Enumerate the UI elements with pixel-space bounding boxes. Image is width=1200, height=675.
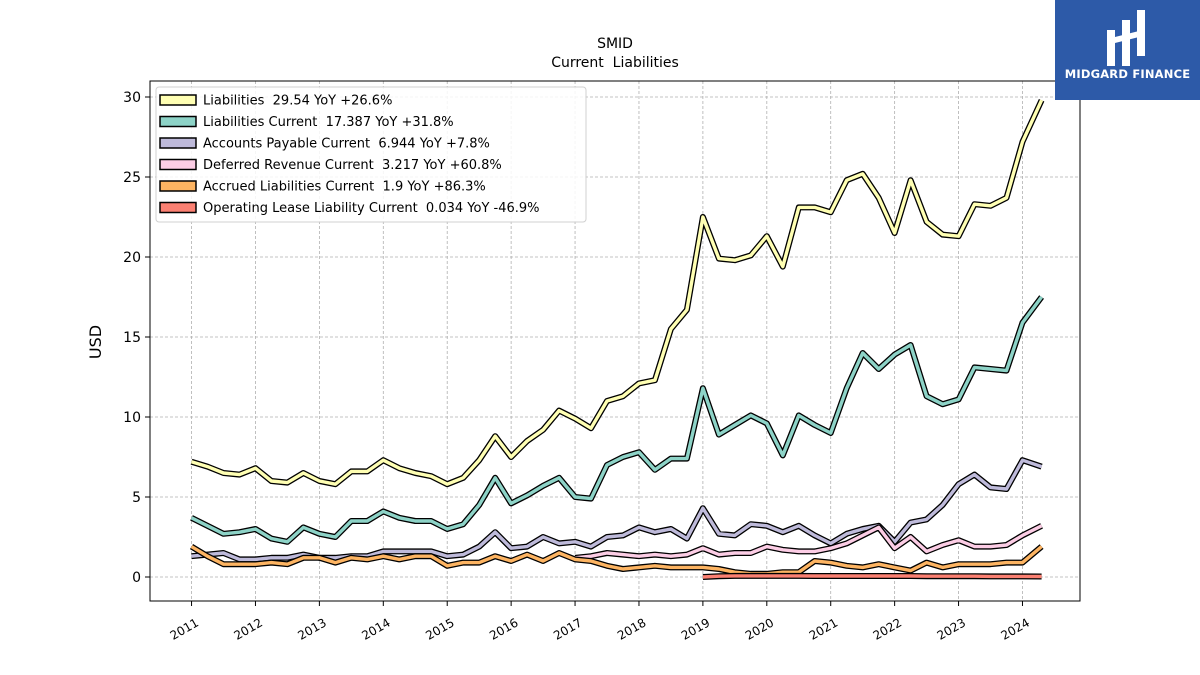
x-tick-label: 2021 <box>807 615 840 642</box>
legend-label: Liabilities Current 17.387 YoY +31.8% <box>203 115 454 130</box>
x-tick-label: 2020 <box>743 615 776 642</box>
midgard-logo-icon <box>1107 10 1145 66</box>
chart-title: SMID <box>597 36 633 52</box>
brand-logo: MIDGARD FINANCE <box>1055 0 1200 100</box>
x-tick-label: 2023 <box>935 615 968 642</box>
series-line-operating-lease-liability-current <box>702 574 1042 579</box>
legend-swatch <box>159 180 197 192</box>
series-line-deferred-revenue-current <box>574 524 1043 560</box>
x-tick-label: 2019 <box>679 615 712 642</box>
series-lines <box>189 98 1045 580</box>
series-line-accrued-liabilities-current <box>190 545 1043 576</box>
legend: Liabilities 29.54 YoY +26.6% Liabilities … <box>155 86 587 223</box>
legend-label: Accounts Payable Current 6.944 YoY +7.8% <box>203 137 490 152</box>
x-tick-label: 2014 <box>359 615 392 642</box>
x-tick-label: 2012 <box>232 615 265 642</box>
legend-swatch <box>159 115 197 128</box>
x-tick-label: 2018 <box>615 615 648 642</box>
x-tick-label: 2013 <box>295 615 328 642</box>
y-tick-label: 15 <box>123 330 141 346</box>
series-line-liabilities-current <box>190 295 1043 544</box>
series-line-liabilities <box>191 99 1044 486</box>
legend-label: Accrued Liabilities Current 1.9 YoY +86.… <box>203 180 486 195</box>
x-tick-label: 2024 <box>999 615 1032 642</box>
y-axis: 0 5 10 15 20 25 30 <box>123 90 150 586</box>
series-line-accounts-payable-current <box>191 458 1043 562</box>
y-tick-label: 0 <box>132 570 141 586</box>
series-outline-accounts-payable-current <box>191 457 1043 563</box>
legend-swatch <box>159 158 197 171</box>
y-tick-label: 5 <box>132 490 141 506</box>
legend-label: Deferred Revenue Current 3.217 YoY +60.8… <box>203 158 502 173</box>
legend-box <box>155 86 587 223</box>
x-tick-label: 2022 <box>871 615 904 642</box>
y-tick-label: 10 <box>123 410 141 426</box>
legend-swatch <box>159 137 197 149</box>
x-tick-label: 2011 <box>168 615 201 642</box>
legend-swatch <box>159 201 197 214</box>
x-axis: 2011 2012 2013 2014 2015 2016 2017 2018 2019 2020… <box>168 601 1032 643</box>
chart-subtitle: Current Liabilities <box>551 55 679 71</box>
x-tick-label: 2015 <box>423 615 456 642</box>
y-tick-label: 30 <box>123 90 141 106</box>
y-axis-label: USD <box>86 325 105 359</box>
legend-swatch <box>159 94 197 106</box>
x-tick-label: 2017 <box>551 615 584 642</box>
legend-label: Liabilities 29.54 YoY +26.6% <box>203 94 392 109</box>
x-tick-label: 2016 <box>487 615 520 642</box>
y-tick-label: 25 <box>123 170 141 186</box>
brand-name: MIDGARD FINANCE <box>1064 67 1191 81</box>
y-tick-label: 20 <box>123 250 141 266</box>
plot-frame <box>149 80 1081 602</box>
legend-label: Operating Lease Liability Current 0.034 … <box>203 201 540 216</box>
